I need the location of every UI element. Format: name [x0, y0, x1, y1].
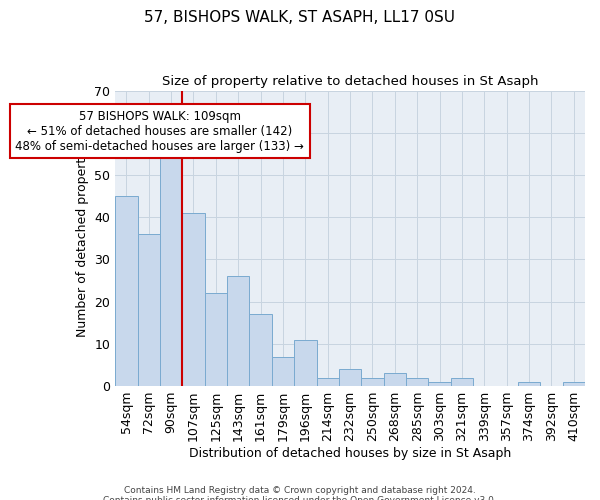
Bar	[451, 378, 473, 386]
Title: Size of property relative to detached houses in St Asaph: Size of property relative to detached ho…	[162, 75, 538, 88]
Text: 57 BISHOPS WALK: 109sqm
← 51% of detached houses are smaller (142)
48% of semi-d: 57 BISHOPS WALK: 109sqm ← 51% of detache…	[16, 110, 304, 152]
Bar	[406, 378, 428, 386]
Bar	[250, 314, 272, 386]
Bar	[563, 382, 585, 386]
Bar	[205, 293, 227, 386]
Bar	[294, 340, 317, 386]
Bar	[115, 196, 137, 386]
Bar	[160, 141, 182, 386]
Bar	[182, 213, 205, 386]
Bar	[272, 356, 294, 386]
Bar	[339, 369, 361, 386]
Bar	[518, 382, 540, 386]
Bar	[428, 382, 451, 386]
Text: Contains public sector information licensed under the Open Government Licence v3: Contains public sector information licen…	[103, 496, 497, 500]
Text: 57, BISHOPS WALK, ST ASAPH, LL17 0SU: 57, BISHOPS WALK, ST ASAPH, LL17 0SU	[145, 10, 455, 25]
Bar	[227, 276, 250, 386]
Bar	[383, 374, 406, 386]
Y-axis label: Number of detached properties: Number of detached properties	[76, 140, 89, 337]
Bar	[317, 378, 339, 386]
X-axis label: Distribution of detached houses by size in St Asaph: Distribution of detached houses by size …	[189, 447, 511, 460]
Text: Contains HM Land Registry data © Crown copyright and database right 2024.: Contains HM Land Registry data © Crown c…	[124, 486, 476, 495]
Bar	[137, 234, 160, 386]
Bar	[361, 378, 383, 386]
